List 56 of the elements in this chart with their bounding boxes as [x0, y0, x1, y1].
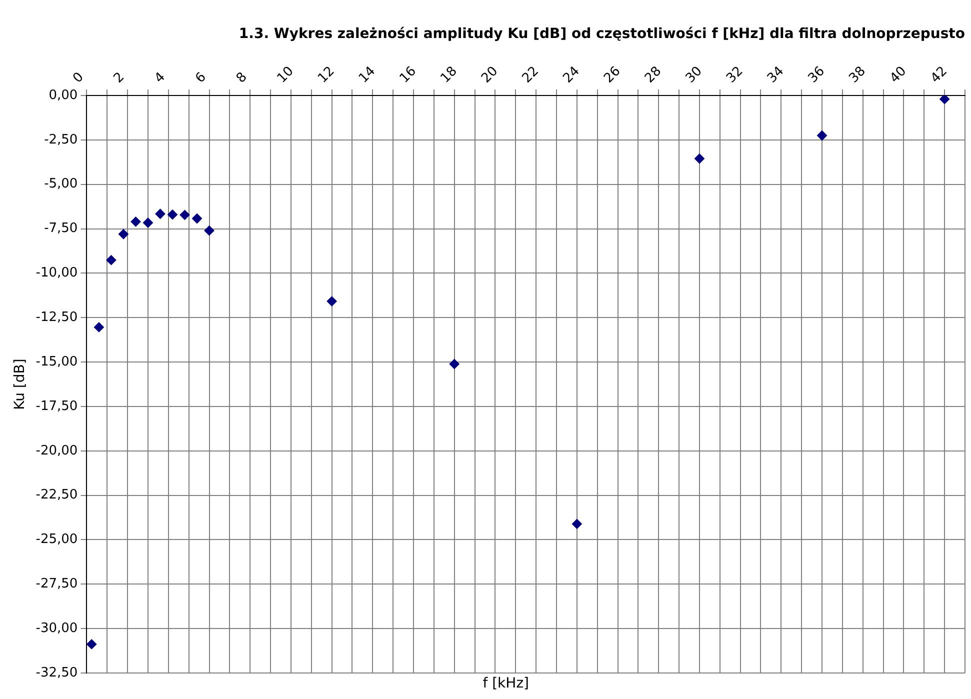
point — [118, 229, 128, 240]
x-tick-label: 20 — [478, 64, 502, 86]
y-tick-label: -7,50 — [44, 221, 78, 236]
x-tick-label: 0 — [70, 70, 87, 86]
y-tick-label: -20,00 — [36, 443, 78, 458]
y-tick-label: -12,50 — [36, 310, 78, 326]
x-tick-label: 22 — [520, 64, 542, 86]
y-tick-label: -5,00 — [44, 176, 78, 192]
point — [94, 322, 104, 332]
point — [86, 639, 97, 650]
chart-title: 1.3. Wykres zależności amplitudy Ku [dB] od częstotliwości f [kHz] dla filtra dolnoprzepusto — [238, 26, 966, 42]
x-tick-label: 42 — [928, 64, 950, 86]
x-tick-label: 24 — [560, 64, 583, 86]
point — [694, 154, 704, 164]
y-tick-label: -10,00 — [36, 266, 78, 281]
point — [167, 210, 178, 220]
y-tick-label: -22,50 — [36, 488, 78, 503]
point — [572, 518, 582, 529]
point — [130, 216, 141, 227]
point — [940, 96, 950, 104]
y-tick-label: -27,50 — [36, 576, 78, 592]
y-tick-label: -15,00 — [36, 354, 78, 370]
x-tick-label: 36 — [806, 64, 828, 86]
point — [155, 208, 166, 219]
x-tick-label: 40 — [887, 64, 910, 86]
x-tick-label: 30 — [683, 64, 706, 86]
x-axis-title: f [kHz] — [482, 676, 529, 692]
point — [326, 296, 337, 306]
x-tick-label: 16 — [397, 64, 420, 86]
x-tick-label: 34 — [764, 64, 788, 86]
x-tick-label: 38 — [846, 64, 869, 86]
point — [449, 359, 460, 370]
x-tick-label: 6 — [192, 70, 210, 86]
point — [817, 130, 828, 141]
y-tick-label: -25,00 — [36, 532, 78, 548]
point — [204, 226, 214, 236]
x-tick-label: 18 — [438, 64, 460, 86]
x-tick-label: 10 — [274, 64, 297, 86]
point — [142, 218, 153, 228]
point — [192, 213, 202, 224]
y-tick-label: -2,50 — [44, 132, 78, 148]
y-tick-label: -17,50 — [36, 398, 78, 414]
point — [180, 210, 190, 220]
y-tick-label: -30,00 — [36, 620, 78, 636]
x-tick-label: 8 — [234, 70, 250, 86]
x-tick-label: 28 — [642, 64, 665, 86]
x-tick-label: 26 — [601, 64, 624, 86]
x-tick-label: 14 — [356, 64, 379, 86]
x-tick-label: 2 — [111, 70, 128, 86]
x-tick-label: 12 — [315, 64, 338, 86]
x-tick-label: 4 — [152, 70, 168, 86]
x-tick-label: 32 — [724, 64, 746, 86]
y-axis-title: Ku [dB] — [12, 358, 28, 410]
y-tick-label: -32,50 — [36, 665, 78, 680]
point — [106, 255, 116, 266]
y-tick-label: 0,00 — [48, 88, 78, 103]
